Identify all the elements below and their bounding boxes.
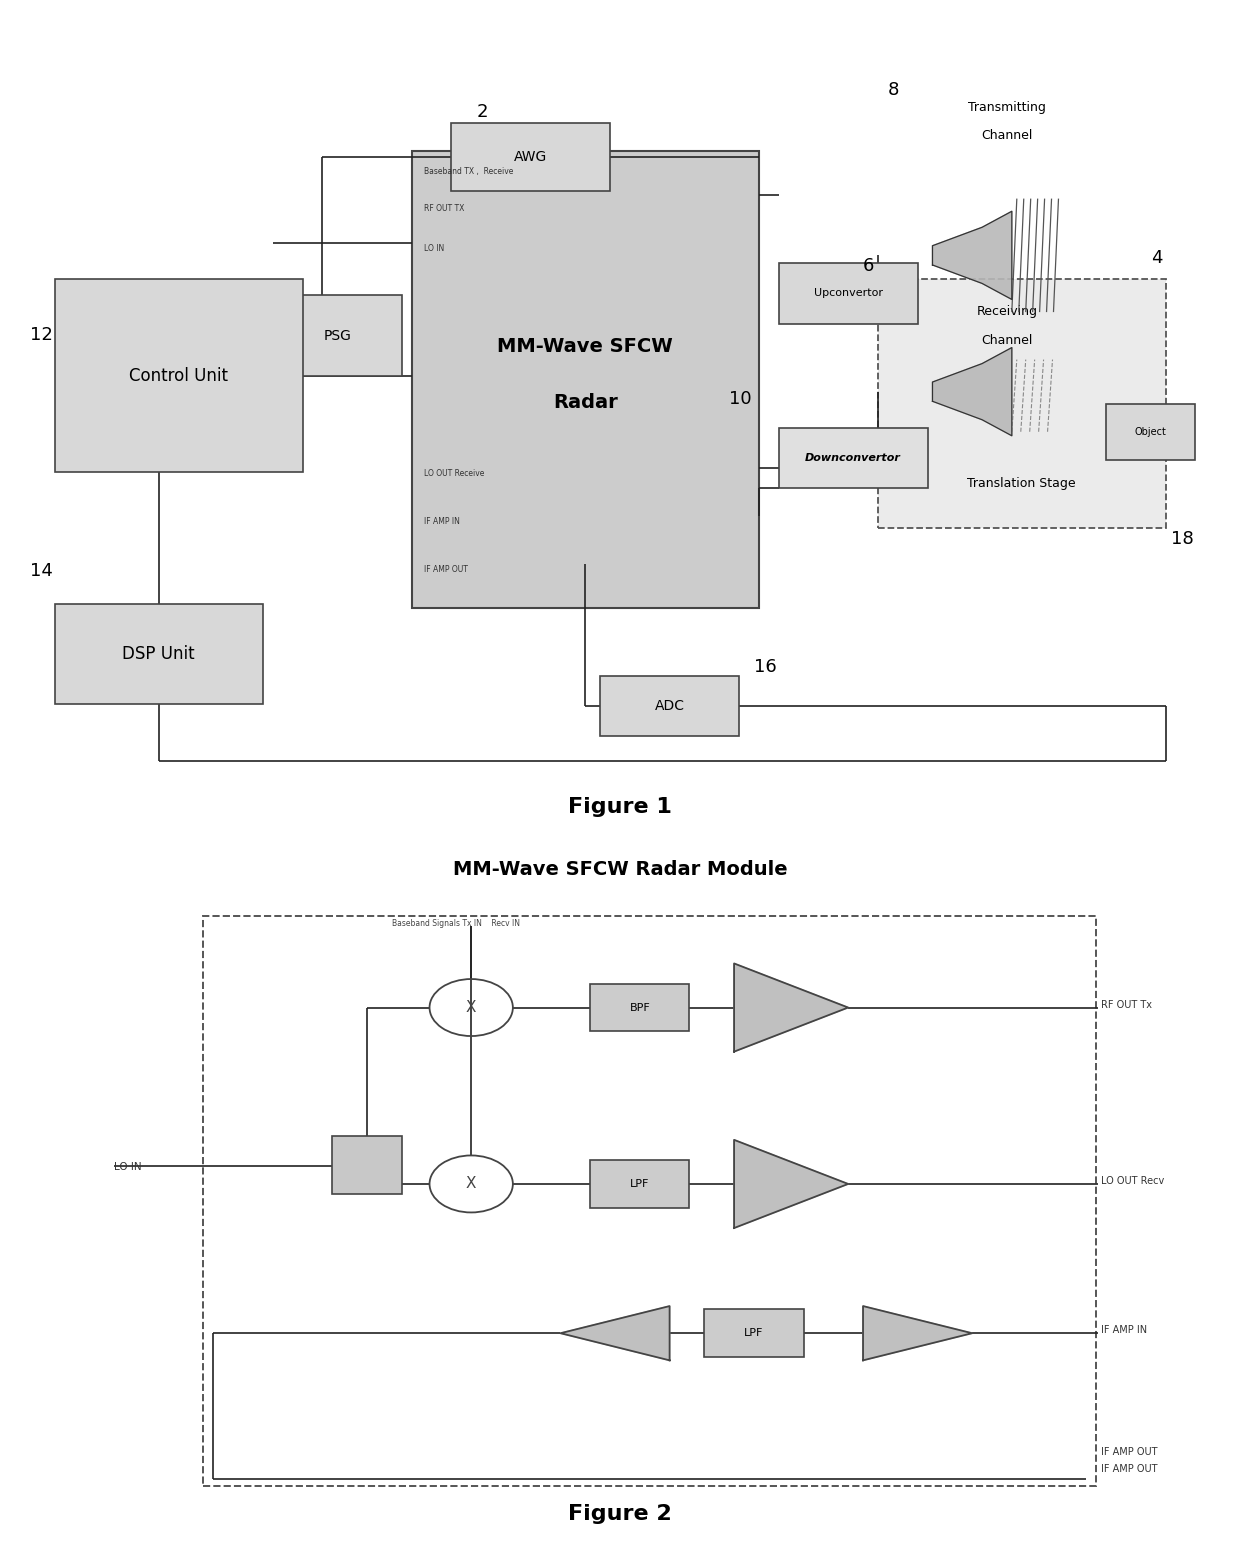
FancyBboxPatch shape bbox=[590, 1160, 689, 1207]
Text: Channel: Channel bbox=[981, 130, 1033, 142]
Text: BPF: BPF bbox=[630, 1002, 650, 1013]
Text: Object: Object bbox=[1135, 427, 1167, 436]
Text: 14: 14 bbox=[30, 563, 52, 580]
Text: Translation Stage: Translation Stage bbox=[967, 478, 1076, 490]
FancyBboxPatch shape bbox=[203, 916, 1096, 1486]
FancyBboxPatch shape bbox=[704, 1309, 804, 1357]
Text: LO OUT Recv: LO OUT Recv bbox=[1101, 1177, 1164, 1186]
Text: IF AMP OUT: IF AMP OUT bbox=[1101, 1448, 1158, 1457]
Text: 2: 2 bbox=[476, 103, 487, 122]
Text: IF AMP OUT: IF AMP OUT bbox=[1101, 1465, 1158, 1474]
Text: IF AMP IN: IF AMP IN bbox=[1101, 1325, 1147, 1335]
Polygon shape bbox=[932, 347, 1012, 436]
Text: RF OUT TX: RF OUT TX bbox=[424, 204, 464, 213]
Text: Transmitting: Transmitting bbox=[968, 102, 1045, 114]
Text: Baseband Signals Tx IN    Recv IN: Baseband Signals Tx IN Recv IN bbox=[392, 919, 520, 928]
Text: Upconvertor: Upconvertor bbox=[813, 288, 883, 299]
Text: 6: 6 bbox=[863, 258, 874, 276]
Text: RF OUT Tx: RF OUT Tx bbox=[1101, 999, 1152, 1010]
FancyBboxPatch shape bbox=[1106, 404, 1195, 460]
Polygon shape bbox=[734, 1140, 848, 1227]
Text: 16: 16 bbox=[754, 658, 776, 677]
Text: ADC: ADC bbox=[655, 700, 684, 714]
FancyBboxPatch shape bbox=[412, 151, 759, 608]
Text: LO IN: LO IN bbox=[424, 244, 444, 253]
Text: X: X bbox=[466, 1177, 476, 1192]
Polygon shape bbox=[560, 1306, 670, 1360]
Text: Channel: Channel bbox=[981, 333, 1033, 347]
Polygon shape bbox=[863, 1306, 972, 1360]
Text: Receiving: Receiving bbox=[976, 305, 1038, 319]
FancyBboxPatch shape bbox=[779, 427, 928, 487]
Text: MM-Wave SFCW: MM-Wave SFCW bbox=[497, 336, 673, 356]
Text: LPF: LPF bbox=[630, 1180, 650, 1189]
Text: Control Unit: Control Unit bbox=[129, 367, 228, 384]
Text: IF AMP IN: IF AMP IN bbox=[424, 517, 460, 526]
Text: 12: 12 bbox=[30, 325, 52, 344]
FancyBboxPatch shape bbox=[55, 604, 263, 705]
Text: LO IN: LO IN bbox=[114, 1163, 141, 1172]
Text: 8: 8 bbox=[888, 82, 899, 99]
Text: X: X bbox=[466, 1001, 476, 1015]
Polygon shape bbox=[932, 211, 1012, 299]
FancyBboxPatch shape bbox=[590, 984, 689, 1032]
Text: PSG: PSG bbox=[324, 328, 351, 342]
FancyBboxPatch shape bbox=[332, 1136, 402, 1194]
Text: DSP Unit: DSP Unit bbox=[123, 645, 195, 663]
Text: Baseband TX ,  Receive: Baseband TX , Receive bbox=[424, 167, 513, 176]
Text: Downconvertor: Downconvertor bbox=[805, 453, 901, 463]
FancyBboxPatch shape bbox=[878, 279, 1166, 527]
FancyBboxPatch shape bbox=[779, 264, 918, 324]
Text: MM-Wave SFCW Radar Module: MM-Wave SFCW Radar Module bbox=[453, 860, 787, 879]
Text: Figure 1: Figure 1 bbox=[568, 797, 672, 817]
Text: LO OUT Receive: LO OUT Receive bbox=[424, 469, 484, 478]
FancyBboxPatch shape bbox=[55, 279, 303, 472]
Text: LPF: LPF bbox=[744, 1328, 764, 1338]
Text: 4: 4 bbox=[1151, 250, 1162, 267]
Text: Radar: Radar bbox=[553, 393, 618, 412]
Text: IF AMP OUT: IF AMP OUT bbox=[424, 564, 467, 574]
Text: AWG: AWG bbox=[515, 150, 547, 163]
Text: 10: 10 bbox=[729, 390, 751, 407]
FancyBboxPatch shape bbox=[273, 296, 402, 376]
Text: Figure 2: Figure 2 bbox=[568, 1503, 672, 1523]
FancyBboxPatch shape bbox=[451, 123, 610, 191]
FancyBboxPatch shape bbox=[600, 677, 739, 737]
Text: 18: 18 bbox=[1171, 530, 1193, 547]
Polygon shape bbox=[734, 964, 848, 1052]
